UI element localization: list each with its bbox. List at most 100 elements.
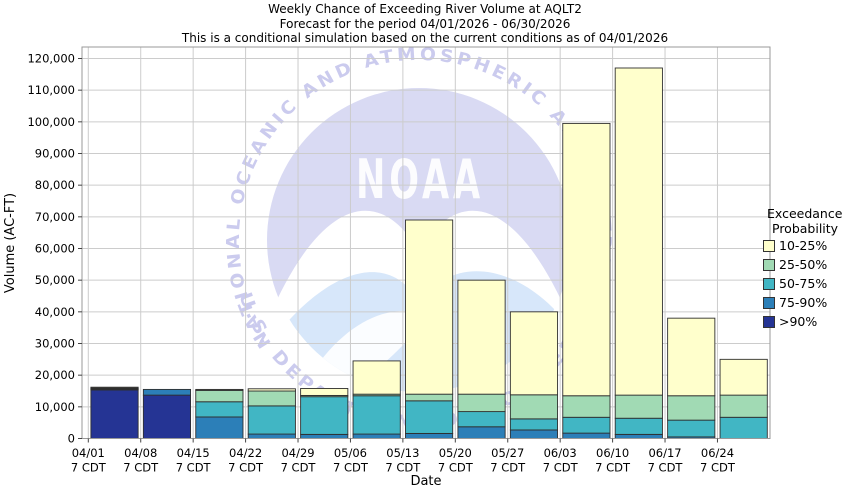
bar-segment — [719, 416, 768, 439]
bar-segment — [142, 388, 192, 396]
bar-segment — [719, 394, 768, 418]
bar-segment — [247, 433, 296, 439]
bar-segment — [300, 396, 349, 435]
bar-segment — [405, 219, 454, 395]
bar-segment — [667, 419, 716, 438]
y-tick-label: 120,000 — [27, 51, 75, 65]
legend-swatch — [763, 258, 775, 271]
x-tick-label-time: 7 CDT — [281, 461, 317, 475]
bar-segment — [509, 394, 559, 420]
bar-segment — [562, 395, 611, 418]
y-tick-label: 100,000 — [27, 115, 75, 129]
legend-swatch — [763, 315, 775, 328]
bars — [90, 67, 768, 439]
bar-segment — [562, 432, 611, 439]
bar-segment — [562, 416, 611, 434]
x-tick-label-date: 06/24 — [701, 446, 734, 460]
bar-segment — [509, 418, 559, 431]
y-tick-label: 90,000 — [35, 146, 75, 160]
x-tick-label-date: 06/17 — [648, 446, 681, 460]
bar-segment — [195, 416, 244, 439]
bar-segment — [247, 388, 296, 392]
bar-segment — [457, 426, 506, 439]
bar-segment — [142, 394, 192, 439]
legend-swatch — [763, 277, 775, 290]
legend-entries: 10-25% 25-50% 50-75% 75-90% >90% — [763, 237, 850, 332]
x-tick-label-time: 7 CDT — [438, 461, 474, 475]
x-tick-label-date: 04/08 — [124, 446, 157, 460]
bar-segment — [247, 405, 296, 435]
noaa-emblem-sky — [267, 88, 571, 322]
bar-segment — [90, 389, 139, 439]
legend-swatch — [763, 239, 775, 252]
y-tick-label: 40,000 — [35, 305, 75, 319]
x-tick-label-date: 04/29 — [281, 446, 314, 460]
x-tick-label-time: 7 CDT — [595, 461, 631, 475]
chart-subtitle-period: Forecast for the period 04/01/2026 - 06/… — [279, 16, 571, 31]
x-tick-label-date: 06/03 — [544, 446, 577, 460]
bar-segment — [300, 433, 349, 439]
y-tick-label: 50,000 — [35, 273, 75, 287]
x-tick-label-time: 7 CDT — [123, 461, 159, 475]
x-tick-label-time: 7 CDT — [176, 461, 212, 475]
y-tick-label: 30,000 — [35, 336, 75, 350]
y-tick-label: 60,000 — [35, 241, 75, 255]
bar-segment — [509, 311, 559, 396]
x-tick-label-date: 04/01 — [72, 446, 105, 460]
legend: Exceedance Probability 10-25% 25-50% 50-75… — [763, 206, 850, 331]
chart-title: Weekly Chance of Exceeding River Volume … — [268, 2, 582, 16]
bar-segment — [667, 317, 716, 397]
legend-item: >90% — [763, 313, 850, 332]
y-tick-label: 110,000 — [27, 83, 75, 97]
bar-segment — [300, 388, 349, 396]
x-tick-label-date: 04/22 — [229, 446, 262, 460]
y-tick-label: 70,000 — [35, 210, 75, 224]
x-tick-label-time: 7 CDT — [71, 461, 107, 475]
legend-label: >90% — [779, 314, 818, 330]
x-tick-label-time: 7 CDT — [490, 461, 526, 475]
chart-subtitle-disclaimer: This is a conditional simulation based o… — [181, 31, 669, 45]
bar-segment — [457, 393, 506, 413]
bar-segment — [614, 433, 663, 439]
x-tick-label-time: 7 CDT — [648, 461, 684, 475]
legend-item: 50-75% — [763, 275, 850, 294]
bar-segment — [614, 394, 663, 419]
x-tick-label-date: 05/20 — [439, 446, 472, 460]
x-tick-label-date: 05/27 — [491, 446, 524, 460]
bar-segment — [614, 67, 663, 396]
x-tick-label-date: 04/15 — [177, 446, 210, 460]
y-tick-label: 0 — [68, 432, 75, 446]
bar-segment — [352, 433, 401, 439]
bar-segment — [352, 360, 401, 395]
bar-segment — [195, 401, 244, 418]
axis-ticks-and-labels: 0 10,000 20,000 30,000 40,000 50,000 60,000 70,… — [27, 51, 735, 474]
y-tick-label: 80,000 — [35, 178, 75, 192]
legend-item: 25-50% — [763, 256, 850, 275]
legend-item: 10-25% — [763, 237, 850, 256]
x-tick-label-time: 7 CDT — [385, 461, 421, 475]
bar-segment — [90, 386, 139, 389]
bar-segment — [509, 429, 559, 439]
bar-segment — [195, 388, 244, 391]
title-block: Weekly Chance of Exceeding River Volume … — [0, 2, 850, 46]
x-tick-label-time: 7 CDT — [543, 461, 579, 475]
bar-segment — [352, 395, 401, 435]
legend-swatch — [763, 296, 775, 309]
x-tick-label-date: 05/06 — [334, 446, 367, 460]
x-tick-label-date: 05/13 — [386, 446, 419, 460]
legend-title-line1: Exceedance — [767, 206, 843, 221]
bar-segment — [405, 393, 454, 402]
x-tick-label-time: 7 CDT — [700, 461, 736, 475]
x-axis-label: Date — [410, 474, 441, 489]
bar-segment — [614, 417, 663, 435]
x-tick-label-time: 7 CDT — [333, 461, 369, 475]
legend-item: 75-90% — [763, 294, 850, 313]
legend-label: 75-90% — [779, 295, 828, 311]
x-tick-label-time: 7 CDT — [228, 461, 264, 475]
legend-title-line2: Probability — [772, 221, 839, 236]
bar-segment — [405, 400, 454, 434]
noaa-wordmark: NOAA — [356, 148, 484, 211]
y-tick-label: 20,000 — [35, 368, 75, 382]
